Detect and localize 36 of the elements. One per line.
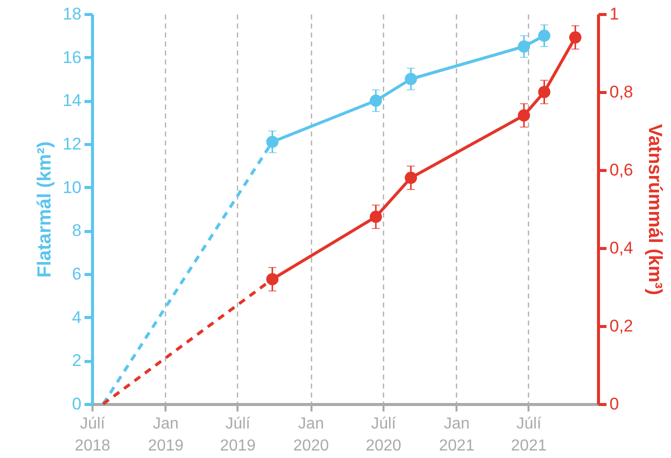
y-tick-label: 10 — [62, 178, 82, 197]
x-tick-label: Júlí 2021 — [511, 416, 547, 454]
x-tick-label: Júlí 2019 — [220, 416, 256, 454]
y-tick-label: 2 — [72, 351, 82, 370]
point — [266, 273, 278, 286]
point — [370, 94, 382, 107]
y-tick-label: 18 — [62, 4, 82, 24]
point — [370, 210, 382, 223]
point — [538, 30, 550, 42]
point — [518, 40, 530, 53]
point — [404, 72, 418, 86]
y2-tick-label: 0,4 — [610, 238, 634, 258]
y2-tick-label: 0,2 — [610, 316, 634, 336]
y-tick-label: 8 — [72, 221, 82, 240]
y-tick-label: 4 — [72, 308, 82, 327]
y2-tick-label: 1 — [610, 4, 619, 24]
y2-axis-title: Vatnsrúmmál (km³) — [644, 124, 666, 296]
x-tick-label: Jan 2021 — [438, 416, 475, 454]
y-tick-label: 14 — [62, 91, 82, 110]
y-tick-label: 12 — [62, 134, 82, 154]
y2-tick-label: 0 — [610, 394, 619, 414]
point — [518, 109, 530, 122]
y-axis-title: Flatarmál (km²) — [34, 141, 56, 278]
point — [404, 172, 418, 184]
x-tick-label: Jan 2019 — [148, 416, 184, 454]
x-tick-label: Júlí 2020 — [366, 416, 402, 454]
x-tick-label: Jan 2020 — [293, 416, 329, 454]
y2-tick-label: 0,8 — [610, 82, 634, 102]
y-tick-label: 0 — [72, 394, 82, 414]
y2-tick-label: 0,6 — [610, 160, 634, 180]
point — [538, 86, 550, 98]
x-tick-label: Júlí 2018 — [74, 416, 110, 454]
point — [266, 136, 278, 148]
point — [569, 31, 582, 44]
y-tick-label: 6 — [72, 264, 82, 284]
y-tick-label: 16 — [62, 48, 82, 67]
